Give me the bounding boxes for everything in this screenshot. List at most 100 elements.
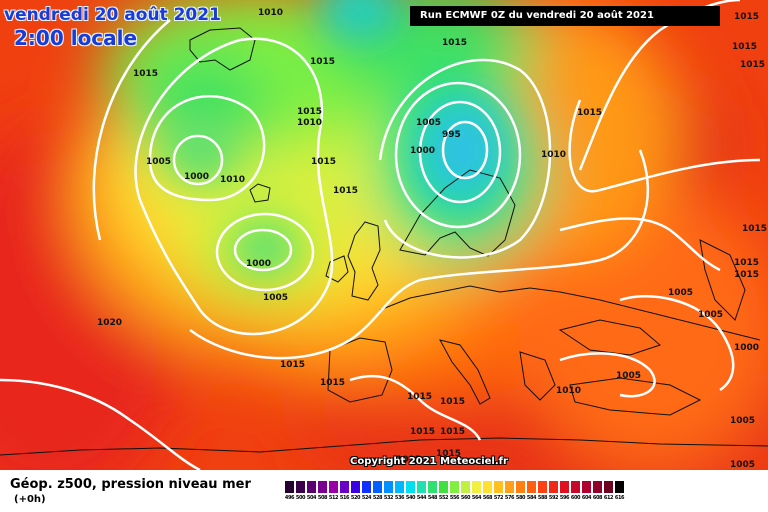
scale-swatch — [559, 480, 570, 494]
scale-swatch — [603, 480, 614, 494]
isobar-label: 1015 — [734, 270, 759, 280]
scale-swatch — [416, 480, 427, 494]
isobar-label: 1000 — [734, 343, 759, 353]
isobar-label: 1000 — [246, 259, 271, 269]
isobar-label: 1015 — [133, 69, 158, 79]
scale-tick-label: 540 — [405, 495, 416, 501]
isobar-label: 1010 — [541, 150, 566, 160]
isobar-label: 1015 — [280, 360, 305, 370]
scale-swatch — [317, 480, 328, 494]
iberia-coast — [327, 337, 393, 403]
isobar-label: 1005 — [668, 288, 693, 298]
greenland-coast — [189, 27, 256, 71]
isobar-995 — [441, 120, 489, 180]
scale-tick-label: 560 — [460, 495, 471, 501]
isobar-label: 1005 — [263, 293, 288, 303]
scandinavia-coast — [399, 169, 516, 257]
ireland-coast — [325, 255, 349, 283]
scale-swatch — [537, 480, 548, 494]
isobar-1000-north — [418, 100, 502, 204]
isobar-1010-west — [134, 37, 334, 336]
coastlines — [0, 27, 768, 456]
scale-tick-label: 528 — [372, 495, 383, 501]
turkey-coast — [569, 377, 702, 416]
time-title: 2:00 locale — [14, 26, 138, 50]
run-info-box: Run ECMWF 0Z du vendredi 20 août 2021 — [410, 6, 720, 26]
scale-tick-label: 568 — [482, 495, 493, 501]
isobar-label: 1020 — [97, 318, 122, 328]
scale-swatch — [570, 480, 581, 494]
date-title: vendredi 20 août 2021 — [4, 5, 221, 25]
scale-swatch — [438, 480, 449, 494]
scale-tick-label: 548 — [427, 495, 438, 501]
isobar-label: 1015 — [407, 392, 432, 402]
central-europe-coast — [379, 285, 761, 341]
isobar-label: 1005 — [730, 416, 755, 426]
isobar-label: 1015 — [320, 378, 345, 388]
scale-swatch — [405, 480, 416, 494]
scale-swatch — [372, 480, 383, 494]
scale-swatch — [361, 480, 372, 494]
isobar-label: 1000 — [184, 172, 209, 182]
scale-swatch — [614, 480, 625, 494]
scale-swatch — [328, 480, 339, 494]
isobar-1005-atlantic — [215, 212, 315, 292]
scale-tick-label: 588 — [537, 495, 548, 501]
isobar-1015-central — [189, 149, 649, 360]
scale-swatch — [295, 480, 306, 494]
isobar-1020 — [0, 378, 201, 470]
isobar-label: 1010 — [258, 8, 283, 18]
isobar-1010-north — [378, 58, 552, 259]
copyright-text: Copyright 2021 Meteociel.fr — [350, 456, 508, 467]
isobar-label: 1015 — [577, 108, 602, 118]
scale-tick-label: 612 — [603, 495, 614, 501]
scale-tick-label: 576 — [504, 495, 515, 501]
isobar-label: 1015 — [311, 157, 336, 167]
balkans-coast — [519, 351, 556, 401]
isobar-1000-west — [172, 134, 224, 186]
scale-tick-label: 516 — [339, 495, 350, 501]
isobar-1005-northeast — [559, 217, 721, 272]
color-scale-labels: 496 500 504 508 512 516 520 524 528 532 536 540 544 5… — [284, 495, 625, 501]
color-scale: 496 500 504 508 512 516 520 524 528 532 536 540 544 5… — [284, 480, 625, 501]
scale-tick-label: 572 — [493, 495, 504, 501]
scale-tick-label: 608 — [592, 495, 603, 501]
scale-tick-label: 504 — [306, 495, 317, 501]
scale-swatch — [339, 480, 350, 494]
scale-tick-label: 520 — [350, 495, 361, 501]
scale-swatch — [581, 480, 592, 494]
scale-tick-label: 524 — [361, 495, 372, 501]
isobars — [0, 0, 761, 470]
isobar-label: 1000 — [410, 146, 435, 156]
scale-tick-label: 536 — [394, 495, 405, 501]
scale-tick-label: 544 — [416, 495, 427, 501]
great-britain-coast — [347, 221, 381, 301]
lead-time: (+0h) — [14, 494, 46, 505]
scale-tick-label: 496 — [284, 495, 295, 501]
scale-swatch — [383, 480, 394, 494]
isobar-label: 1015 — [742, 224, 767, 234]
scale-swatch — [394, 480, 405, 494]
scale-swatch — [548, 480, 559, 494]
geopotential-field: 1010 1015 1015 1015 1015 1005 1000 1010 1010 1015… — [0, 0, 768, 470]
italy-coast — [439, 339, 491, 405]
isobar-label: 1015 — [440, 397, 465, 407]
scale-tick-label: 592 — [548, 495, 559, 501]
scale-swatch — [449, 480, 460, 494]
scale-swatch — [471, 480, 482, 494]
isobar-1005-north — [394, 81, 522, 229]
isobar-1000-atlantic — [233, 228, 293, 272]
isobar-label: 1015 — [310, 57, 335, 67]
scale-tick-label: 584 — [526, 495, 537, 501]
isobar-label: 1005 — [730, 460, 755, 470]
isobar-1015-east — [578, 0, 741, 171]
parameter-title: Géop. z500, pression niveau mer — [10, 477, 251, 492]
isobar-label: 1015 — [436, 449, 461, 459]
scale-tick-label: 512 — [328, 495, 339, 501]
isobar-label: 1005 — [416, 118, 441, 128]
scale-tick-label: 508 — [317, 495, 328, 501]
scale-swatch — [493, 480, 504, 494]
isobar-labels: 1010 1015 1015 1015 1015 1005 1000 1010 1010 1015… — [97, 8, 767, 470]
isobar-1010-east — [559, 352, 656, 398]
scale-tick-label: 616 — [614, 495, 625, 501]
